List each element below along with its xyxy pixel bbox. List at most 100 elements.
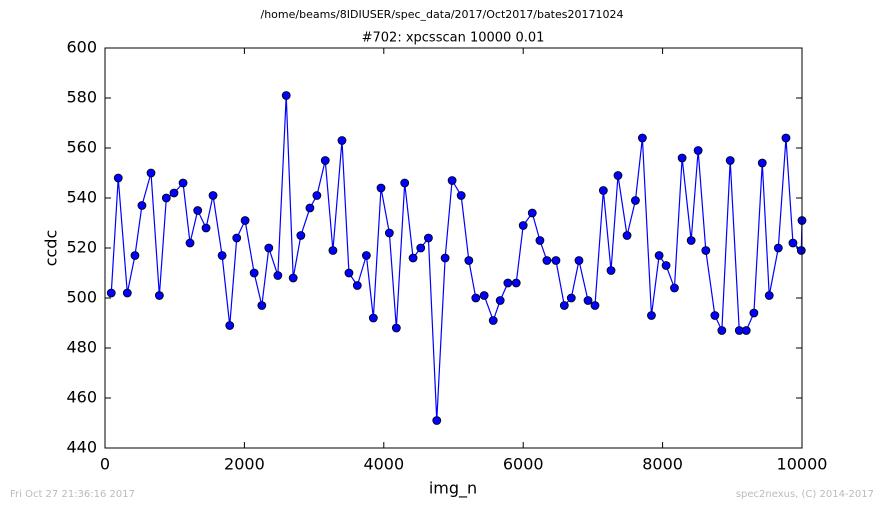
y-tick-label: 520 — [66, 238, 97, 257]
data-point — [574, 256, 584, 265]
data-point — [232, 233, 242, 243]
data-point — [511, 278, 521, 288]
y-tick-label: 460 — [66, 388, 97, 407]
data-point — [440, 253, 450, 263]
series-line — [110, 95, 803, 421]
chart-title: #702: xpcsscan 10000 0.01 — [362, 31, 545, 46]
data-point — [185, 238, 195, 248]
y-axis-label: ccdc — [42, 230, 61, 267]
data-point — [113, 173, 123, 183]
data-point — [535, 236, 545, 245]
data-point — [503, 278, 513, 288]
data-point — [764, 291, 774, 300]
data-point — [344, 268, 354, 278]
data-point — [686, 236, 696, 245]
data-point — [527, 208, 537, 218]
data-point — [193, 206, 203, 215]
data-point — [146, 168, 156, 178]
data-point — [320, 156, 330, 165]
data-point — [670, 283, 679, 293]
data-point — [725, 156, 735, 165]
data-point — [456, 191, 466, 200]
x-tick-label: 0 — [100, 455, 110, 474]
data-point — [130, 251, 140, 260]
data-point — [305, 203, 315, 213]
y-tick-label: 480 — [66, 338, 97, 357]
data-point — [488, 316, 498, 325]
data-point — [518, 221, 528, 230]
data-point — [257, 301, 267, 310]
y-tick-label: 440 — [66, 438, 97, 457]
data-point — [479, 291, 489, 300]
data-point — [240, 216, 250, 225]
data-point — [598, 186, 608, 195]
data-point — [796, 246, 806, 255]
data-point — [788, 238, 798, 248]
data-point — [273, 271, 283, 280]
data-point — [106, 288, 116, 298]
data-point — [542, 256, 552, 265]
data-point — [757, 158, 767, 168]
data-point — [741, 326, 751, 335]
data-point — [328, 246, 338, 255]
y-tick-label: 600 — [66, 38, 97, 57]
data-point — [352, 281, 362, 290]
data-point — [384, 228, 394, 238]
footer-credit: spec2nexus, (C) 2014-2017 — [736, 489, 874, 500]
data-point — [225, 321, 235, 330]
x-tick-label: 6000 — [503, 455, 544, 474]
data-point — [154, 291, 164, 300]
data-point — [217, 251, 227, 260]
data-point — [566, 293, 576, 303]
data-point — [416, 243, 426, 253]
data-point — [701, 246, 711, 255]
data-point — [551, 256, 561, 265]
data-point — [161, 193, 171, 203]
x-axis-label: img_n — [429, 479, 477, 499]
data-point — [361, 251, 371, 260]
data-point — [693, 146, 703, 155]
data-point — [749, 308, 759, 318]
data-point — [471, 293, 481, 303]
data-point — [495, 296, 505, 305]
data-point — [447, 176, 457, 185]
data-point — [169, 188, 179, 198]
data-point — [717, 326, 727, 335]
data-point — [391, 323, 401, 333]
y-tick-label: 560 — [66, 138, 97, 157]
data-point — [647, 311, 656, 320]
y-tick-label: 500 — [66, 288, 97, 307]
x-tick-label: 8000 — [642, 455, 683, 474]
data-point — [622, 231, 632, 240]
x-tick-label: 4000 — [363, 455, 404, 474]
data-point — [264, 243, 274, 253]
data-point — [408, 253, 418, 263]
data-point — [661, 261, 671, 270]
data-point — [606, 266, 616, 275]
data-point — [583, 296, 593, 305]
data-point — [677, 153, 687, 163]
data-point — [432, 416, 442, 425]
data-point — [400, 178, 410, 188]
data-point — [710, 311, 720, 320]
data-point — [424, 233, 433, 243]
data-point — [201, 223, 211, 233]
data-point — [637, 133, 647, 143]
data-point — [654, 251, 664, 260]
data-point — [281, 91, 291, 100]
plot-frame — [104, 47, 803, 449]
data-point — [464, 256, 474, 265]
data-point — [249, 268, 259, 278]
data-point — [613, 171, 623, 180]
data-point — [376, 183, 386, 193]
data-point — [137, 201, 147, 210]
y-tick-label: 540 — [66, 188, 97, 207]
data-point — [773, 243, 783, 253]
footer-date: Fri Oct 27 21:36:16 2017 — [10, 489, 135, 500]
data-point — [631, 196, 640, 205]
x-tick-label: 2000 — [224, 455, 265, 474]
data-point — [296, 231, 306, 240]
data-point — [590, 301, 600, 310]
data-point — [178, 178, 188, 188]
